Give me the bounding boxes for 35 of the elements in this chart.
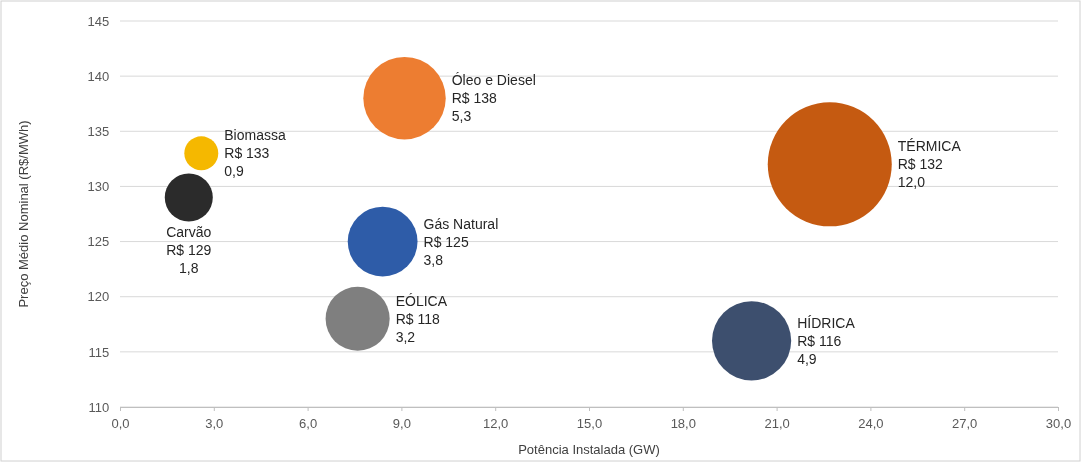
series-label: Óleo e Diesel xyxy=(451,72,536,89)
series-label: EÓLICA xyxy=(395,292,448,309)
x-tick-label: 15,0 xyxy=(576,416,603,432)
y-tick-label: 110 xyxy=(88,399,110,415)
data-label: R$ 132 12,0 xyxy=(897,156,944,191)
data-label: R$ 133 0,9 xyxy=(224,145,270,180)
y-axis-title: Preço Médio Nominal (R$/MWh) xyxy=(16,120,31,308)
y-tick-label: 140 xyxy=(87,68,110,84)
data-label: R$ 125 3,8 xyxy=(423,233,469,268)
series-label: Carvão xyxy=(166,224,212,241)
series-label: Biomassa xyxy=(224,127,286,144)
y-tick-label: 135 xyxy=(87,123,110,139)
series-label: TÉRMICA xyxy=(897,138,962,155)
x-tick-label: 0,0 xyxy=(111,416,130,432)
x-tick-label: 12,0 xyxy=(483,416,509,432)
y-tick-label: 120 xyxy=(87,289,110,305)
y-tick-label: 115 xyxy=(88,344,110,360)
x-axis-title: Potência Instalada (GW) xyxy=(518,442,660,457)
data-label: R$ 118 3,2 xyxy=(395,310,440,345)
x-tick-label: 3,0 xyxy=(205,416,224,432)
x-tick-label: 18,0 xyxy=(670,416,696,432)
x-tick-label: 6,0 xyxy=(299,416,318,432)
x-tick-label: 21,0 xyxy=(764,416,790,432)
x-tick-label: 24,0 xyxy=(858,416,884,432)
data-label: R$ 116 4,9 xyxy=(797,332,842,367)
data-label: R$ 129 1,8 xyxy=(166,242,212,277)
y-tick-label: 145 xyxy=(87,13,110,29)
series-label: HÍDRICA xyxy=(797,314,856,331)
y-tick-label: 130 xyxy=(87,179,110,195)
series-label: Gás Natural xyxy=(423,215,499,232)
y-tick-label: 125 xyxy=(87,234,110,250)
x-tick-label: 27,0 xyxy=(952,416,978,432)
data-label: R$ 138 5,3 xyxy=(451,90,498,125)
x-tick-label: 9,0 xyxy=(392,416,411,432)
x-tick-label: 30,0 xyxy=(1045,416,1072,432)
